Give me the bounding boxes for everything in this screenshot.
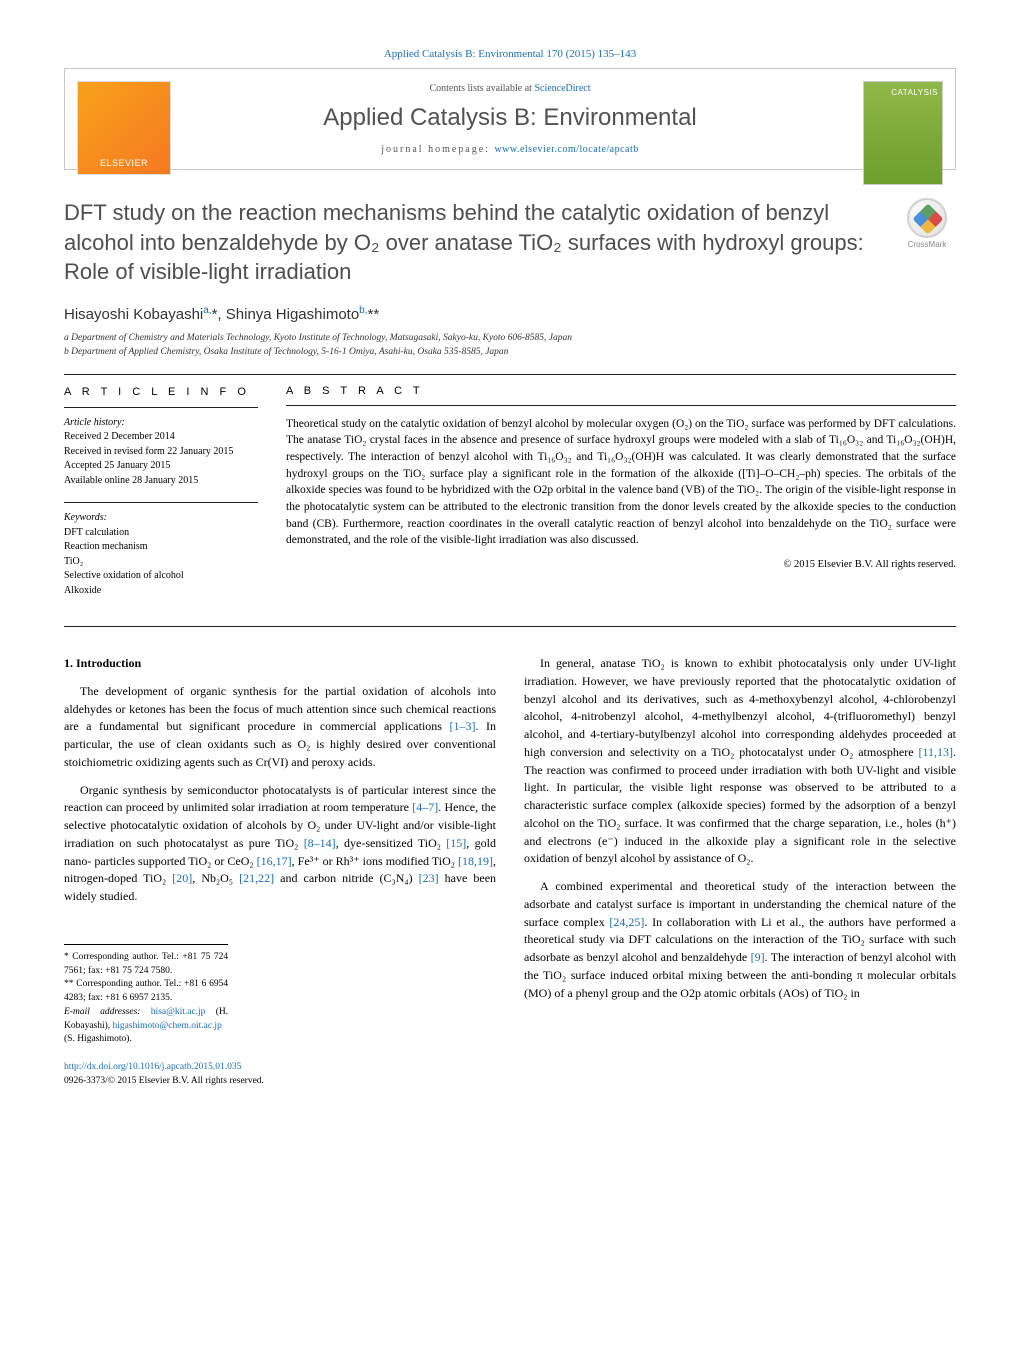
paragraph: A combined experimental and theoretical …: [524, 878, 956, 1002]
history-line: Available online 28 January 2015: [64, 475, 198, 486]
divider: [286, 405, 956, 406]
article-title: DFT study on the reaction mechanisms beh…: [64, 198, 880, 287]
affiliation-a: a Department of Chemistry and Materials …: [64, 331, 956, 345]
article-info-column: A R T I C L E I N F O Article history: R…: [64, 385, 258, 612]
journal-header-box: ELSEVIER CATALYSIS Contents lists availa…: [64, 68, 956, 170]
email-name: (S. Higashimoto).: [64, 1034, 132, 1044]
paragraph: In general, anatase TiO₂ is known to exh…: [524, 655, 956, 868]
abstract-column: A B S T R A C T Theoretical study on the…: [286, 385, 956, 612]
keyword: DFT calculation: [64, 527, 129, 538]
footnote: * Corresponding author. Tel.: +81 75 724…: [64, 951, 228, 979]
article-info-head: A R T I C L E I N F O: [64, 385, 258, 401]
running-head: Applied Catalysis B: Environmental 170 (…: [64, 48, 956, 60]
contents-line: Contents lists available at ScienceDirec…: [195, 83, 825, 94]
authors: Hisayoshi Kobayashia,*, Shinya Higashimo…: [64, 305, 956, 323]
sciencedirect-link[interactable]: ScienceDirect: [534, 83, 590, 94]
article-footer: http://dx.doi.org/10.1016/j.apcatb.2015.…: [64, 1061, 496, 1089]
abstract-copyright: © 2015 Elsevier B.V. All rights reserved…: [286, 559, 956, 570]
abstract-head: A B S T R A C T: [286, 385, 956, 397]
journal-cover-text: CATALYSIS: [891, 88, 938, 97]
paragraph: The development of organic synthesis for…: [64, 683, 496, 772]
keyword: Selective oxidation of alcohol: [64, 570, 184, 581]
left-column: 1. Introduction The development of organ…: [64, 655, 496, 1089]
email-label: E-mail addresses:: [64, 1007, 151, 1017]
elsevier-logo: ELSEVIER: [77, 81, 171, 175]
keyword: TiO₂: [64, 556, 83, 567]
contents-prefix: Contents lists available at: [429, 83, 534, 94]
body-columns: 1. Introduction The development of organ…: [64, 655, 956, 1089]
journal-cover-thumbnail: CATALYSIS: [863, 81, 943, 185]
email-link[interactable]: hisa@kit.ac.jp: [151, 1007, 206, 1017]
issn-line: 0926-3373/© 2015 Elsevier B.V. All right…: [64, 1076, 264, 1086]
doi-link[interactable]: http://dx.doi.org/10.1016/j.apcatb.2015.…: [64, 1062, 241, 1072]
footnote-emails: E-mail addresses: hisa@kit.ac.jp (H. Kob…: [64, 1006, 228, 1047]
keyword: Alkoxide: [64, 585, 101, 596]
homepage-line: journal homepage: www.elsevier.com/locat…: [195, 144, 825, 155]
history-line: Accepted 25 January 2015: [64, 460, 170, 471]
keyword: Reaction mechanism: [64, 541, 148, 552]
homepage-link[interactable]: www.elsevier.com/locate/apcatb: [494, 144, 638, 155]
affiliation-b: b Department of Applied Chemistry, Osaka…: [64, 345, 956, 359]
keywords-label: Keywords:: [64, 512, 107, 523]
history-line: Received 2 December 2014: [64, 431, 175, 442]
crossmark-icon: [907, 198, 947, 238]
divider: [64, 374, 956, 375]
email-link[interactable]: higashimoto@chem.oit.ac.jp: [113, 1021, 222, 1031]
footnote: ** Corresponding author. Tel.: +81 6 695…: [64, 978, 228, 1006]
crossmark-label: CrossMark: [908, 240, 947, 249]
history-line: Received in revised form 22 January 2015: [64, 446, 233, 457]
divider: [64, 407, 258, 408]
paragraph: Organic synthesis by semiconductor photo…: [64, 782, 496, 906]
crossmark-badge[interactable]: CrossMark: [898, 198, 956, 249]
right-column: In general, anatase TiO₂ is known to exh…: [524, 655, 956, 1089]
divider: [64, 502, 258, 503]
homepage-prefix: journal homepage:: [381, 144, 494, 155]
journal-name: Applied Catalysis B: Environmental: [195, 104, 825, 132]
divider: [64, 626, 956, 627]
abstract-body: Theoretical study on the catalytic oxida…: [286, 416, 956, 549]
footnotes: * Corresponding author. Tel.: +81 75 724…: [64, 944, 228, 1047]
elsevier-logo-text: ELSEVIER: [100, 158, 148, 168]
history-label: Article history:: [64, 417, 125, 428]
affiliations: a Department of Chemistry and Materials …: [64, 331, 956, 360]
section-heading: 1. Introduction: [64, 655, 496, 673]
